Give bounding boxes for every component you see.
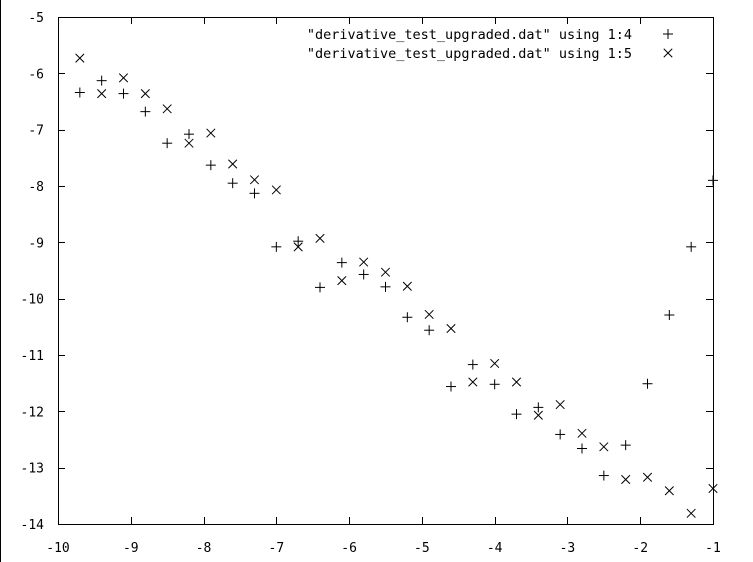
x-tick-label: -8 xyxy=(196,541,212,556)
data-point-plus xyxy=(555,429,566,440)
data-point-cross xyxy=(686,508,696,518)
data-point-plus xyxy=(140,106,151,117)
data-point-plus xyxy=(293,236,304,247)
data-point-cross xyxy=(555,399,565,410)
axis-ticks xyxy=(58,17,714,525)
y-tick-label: -10 xyxy=(21,293,44,308)
data-point-plus xyxy=(708,175,718,186)
x-tick-label: -7 xyxy=(269,541,285,556)
data-point-cross xyxy=(708,483,718,494)
data-point-cross xyxy=(249,175,260,185)
y-tick-label: -13 xyxy=(21,462,44,477)
legend: "derivative_test_upgraded.dat" using 1:4… xyxy=(307,27,673,62)
data-point-plus xyxy=(642,378,653,389)
data-point-cross xyxy=(206,128,216,138)
data-point-plus xyxy=(315,282,325,293)
data-point-plus xyxy=(74,87,85,98)
data-point-plus xyxy=(533,402,544,413)
legend-marker-cross xyxy=(663,48,673,58)
y-tick-label: -11 xyxy=(21,349,44,364)
data-point-cross xyxy=(315,233,325,243)
y-tick-label: -5 xyxy=(28,11,44,26)
data-point-cross xyxy=(118,73,129,83)
data-point-plus xyxy=(446,381,456,392)
data-point-cross xyxy=(75,53,85,63)
x-tick-label: -10 xyxy=(46,541,69,556)
x-tick-label: -5 xyxy=(414,541,430,556)
data-point-plus xyxy=(424,325,435,336)
plot-border xyxy=(58,17,714,525)
data-point-plus xyxy=(358,269,369,280)
x-tick-label: -3 xyxy=(560,541,576,556)
data-point-plus xyxy=(402,312,413,323)
data-point-cross xyxy=(664,486,674,496)
data-point-cross xyxy=(402,281,412,291)
data-point-plus xyxy=(489,379,500,390)
data-points xyxy=(74,53,718,518)
data-point-cross xyxy=(490,358,500,369)
x-tick-label: -9 xyxy=(123,541,139,556)
plot-frame xyxy=(58,17,714,525)
data-point-plus xyxy=(271,241,282,252)
data-point-cross xyxy=(293,242,303,252)
data-point-plus xyxy=(205,160,216,171)
x-tick-label: -4 xyxy=(487,541,503,556)
data-point-cross xyxy=(337,276,347,286)
data-point-plus xyxy=(162,138,173,149)
data-point-cross xyxy=(97,89,107,99)
legend-label: "derivative_test_upgraded.dat" using 1:5 xyxy=(307,46,632,62)
data-point-cross xyxy=(380,267,391,277)
data-point-plus xyxy=(598,470,609,481)
series-1 xyxy=(74,75,718,481)
data-point-cross xyxy=(446,323,456,334)
data-point-plus xyxy=(380,281,391,292)
data-point-cross xyxy=(511,377,522,387)
data-point-cross xyxy=(577,428,587,438)
legend-entry-2: "derivative_test_upgraded.dat" using 1:5 xyxy=(307,46,673,62)
data-point-plus xyxy=(577,443,587,454)
data-point-plus xyxy=(336,257,347,268)
data-point-plus xyxy=(249,188,260,199)
data-point-cross xyxy=(228,159,238,169)
data-point-cross xyxy=(162,104,172,114)
data-point-plus xyxy=(184,129,194,140)
data-point-cross xyxy=(271,185,281,195)
data-point-plus xyxy=(664,310,675,321)
data-point-plus xyxy=(686,241,697,252)
legend-marker-plus xyxy=(663,29,673,39)
x-tick-label: -1 xyxy=(705,541,721,556)
data-point-plus xyxy=(96,75,107,86)
y-tick-label: -14 xyxy=(21,518,45,533)
axis-tick-labels: -10 -9 -8 -7 -6 -5 -4 -3 -2 -1 -5 -6 -7 -8 -9 -10 -11 -12… xyxy=(21,11,721,556)
series-2 xyxy=(75,53,718,518)
data-point-plus xyxy=(467,359,478,370)
x-tick-label: -6 xyxy=(341,541,357,556)
y-tick-label: -6 xyxy=(28,67,44,82)
x-tick-label: -2 xyxy=(632,541,648,556)
data-point-cross xyxy=(359,257,369,267)
data-point-cross xyxy=(140,89,150,99)
data-point-cross xyxy=(424,309,434,320)
data-point-plus xyxy=(118,88,129,99)
data-point-cross xyxy=(599,442,609,452)
data-point-plus xyxy=(620,440,631,451)
y-tick-label: -8 xyxy=(28,180,44,195)
y-tick-label: -12 xyxy=(21,405,44,420)
y-tick-label: -9 xyxy=(28,236,44,251)
data-point-cross xyxy=(468,377,478,387)
y-tick-label: -7 xyxy=(28,124,44,139)
legend-entry-1: "derivative_test_upgraded.dat" using 1:4 xyxy=(307,27,673,43)
data-point-cross xyxy=(642,472,653,482)
data-point-cross xyxy=(184,138,194,148)
data-point-cross xyxy=(533,410,543,420)
data-point-plus xyxy=(227,178,238,189)
legend-label: "derivative_test_upgraded.dat" using 1:4 xyxy=(307,27,632,43)
data-point-plus xyxy=(511,409,522,420)
data-point-cross xyxy=(621,474,631,485)
